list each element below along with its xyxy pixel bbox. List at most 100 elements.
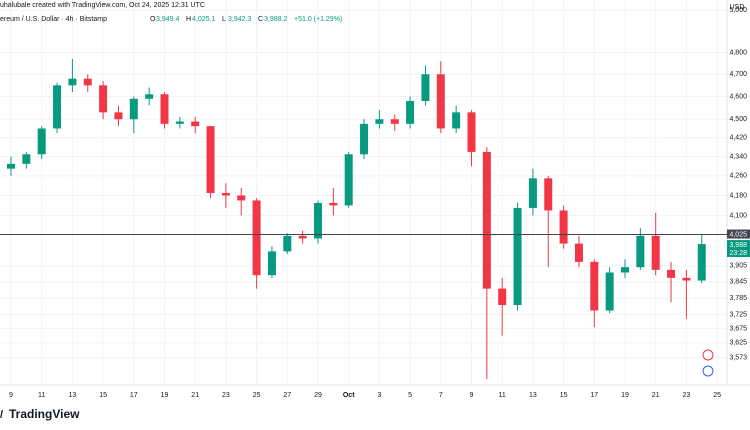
- ohlc-value: 3,949.4: [156, 16, 179, 23]
- candle-body: [360, 123, 369, 155]
- candle-body: [22, 154, 31, 164]
- attribution: uhalubale created with TradingView.com, …: [0, 2, 205, 9]
- ohlc-value: 3,988.2: [264, 16, 287, 23]
- candle-body: [651, 235, 660, 270]
- y-tick-label: 3,905: [729, 263, 747, 270]
- candle-body: [574, 243, 583, 262]
- event-icon: [702, 349, 714, 361]
- y-tick-label: 3,573: [729, 355, 747, 362]
- candle-body: [7, 163, 15, 169]
- y-tick-label: 3,845: [729, 279, 747, 286]
- candle-body: [145, 94, 154, 99]
- candle-body: [590, 261, 599, 311]
- candle-body: [99, 85, 108, 113]
- candle-body: [83, 78, 92, 86]
- x-tick-label: 17: [590, 392, 598, 399]
- candle-body: [344, 154, 353, 206]
- x-tick-label: 23: [683, 392, 691, 399]
- candle-body: [129, 98, 138, 120]
- x-tick-label: 29: [314, 392, 322, 399]
- candle-body: [283, 235, 292, 252]
- brand-logo: / TradingView: [0, 407, 80, 421]
- x-tick-label: 27: [283, 392, 291, 399]
- candle-body: [682, 277, 691, 281]
- y-tick-label: 3,725: [729, 311, 747, 318]
- y-tick-label: 4,600: [729, 93, 747, 100]
- candle-body: [114, 112, 123, 120]
- candle-body: [421, 74, 430, 102]
- x-tick-label: 9: [9, 392, 13, 399]
- candle-body: [68, 78, 77, 86]
- x-tick-label: 17: [130, 392, 138, 399]
- candle-body: [636, 235, 645, 268]
- x-tick-label: 15: [560, 392, 568, 399]
- candle-body: [452, 112, 461, 129]
- candle-body: [375, 119, 384, 124]
- x-tick-label: 9: [470, 392, 474, 399]
- event-icon: [702, 365, 714, 377]
- y-tick-label: 4,420: [729, 135, 747, 142]
- x-tick-label: 19: [621, 392, 629, 399]
- y-tick-label: 5,000: [729, 7, 747, 14]
- x-tick-label: 11: [499, 392, 506, 399]
- candle-body: [191, 121, 200, 127]
- y-tick-label: 3,675: [729, 325, 747, 332]
- candle-body: [37, 128, 46, 155]
- candle-body: [467, 112, 476, 152]
- y-tick-label: 3,785: [729, 295, 747, 302]
- ohlc-key: H: [186, 16, 191, 23]
- x-tick-label: 7: [439, 392, 443, 399]
- x-tick-label: 15: [99, 392, 107, 399]
- candle-body: [513, 207, 522, 305]
- x-tick-label: 25: [253, 392, 261, 399]
- candle-body: [482, 151, 491, 289]
- ohlc-key: C: [258, 16, 263, 23]
- y-tick-label: 3,625: [729, 340, 747, 347]
- candle-body: [329, 202, 338, 206]
- x-tick-label: 21: [652, 392, 660, 399]
- candle-body: [667, 269, 676, 278]
- ohlc-value: 4,025.1: [192, 16, 215, 23]
- candle-body: [175, 121, 184, 124]
- candle-body: [267, 251, 276, 276]
- logo-mark: /: [0, 409, 3, 421]
- candle-body: [314, 202, 322, 239]
- y-tick-label: 4,260: [729, 173, 747, 180]
- candle-body: [544, 178, 553, 211]
- ohlc-value: 3,942.3: [228, 16, 251, 23]
- x-tick-label: 13: [69, 392, 77, 399]
- x-tick-label: 23: [222, 392, 230, 399]
- candle-body: [605, 272, 614, 311]
- symbol: ereum / U.S. Dollar · 4h · Bitstamp: [0, 16, 107, 23]
- candle-body: [528, 178, 537, 208]
- currency: USD: [730, 4, 745, 11]
- candle-body: [53, 85, 62, 129]
- candle-body: [390, 119, 399, 124]
- x-tick-label: Oct: [343, 392, 355, 399]
- price-line-label-bg: [727, 229, 750, 239]
- current-price-label: 3,988: [729, 242, 747, 249]
- x-tick-label: 19: [161, 392, 169, 399]
- candle-body: [559, 210, 568, 244]
- events: [702, 349, 714, 377]
- y-tick-label: 4,340: [729, 154, 747, 161]
- candle-body: [206, 126, 215, 194]
- x-tick-label: 13: [529, 392, 537, 399]
- brand: TradingView: [9, 407, 80, 421]
- candle-body: [406, 101, 415, 124]
- ohlc-key: L: [222, 16, 226, 23]
- y-tick-label: 4,180: [729, 192, 747, 199]
- candle-body: [298, 235, 307, 239]
- candle-body: [436, 74, 445, 129]
- ohlc-key: O: [150, 16, 156, 23]
- x-tick-label: 3: [377, 392, 381, 399]
- y-tick-label: 4,800: [729, 49, 747, 56]
- candle-body: [237, 195, 246, 201]
- y-tick-label: 4,700: [729, 71, 747, 78]
- countdown: 23:28: [729, 250, 747, 257]
- x-tick-label: 21: [191, 392, 199, 399]
- x-tick-label: 11: [38, 392, 45, 399]
- y-tick-label: 4,500: [729, 116, 747, 123]
- x-tick-label: 5: [408, 392, 412, 399]
